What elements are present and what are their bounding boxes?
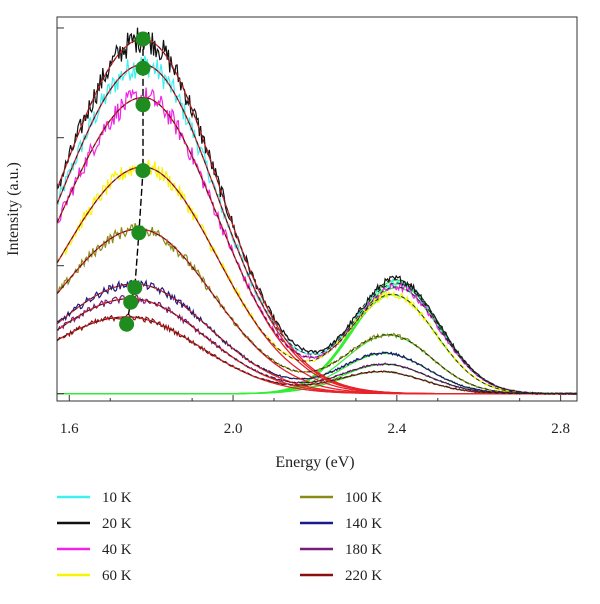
spectrum-6 [57,294,577,396]
total-fit-6 [57,298,577,395]
peak-marker-6 [123,294,139,310]
y-axis-ticks [57,27,64,395]
legend-label-5: 140 K [345,516,382,532]
peak-marker-0 [135,31,151,47]
x-axis-ticks: 1.6 2.0 2.4 2.8 [60,395,570,437]
total-fit-5 [57,283,577,395]
axes [56,16,578,402]
plot-frame [56,16,578,402]
peak-marker-2 [135,97,151,113]
low-energy-fit-2 [57,96,577,395]
total-fit-7 [57,316,577,395]
legend-label-4: 100 K [345,490,382,506]
spectrum-2 [57,87,577,396]
legend-label-7: 220 K [345,568,382,584]
legend-label-1: 20 K [102,516,132,532]
low-energy-fit-4 [57,228,577,395]
plot-area [57,27,577,396]
peak-marker-1 [135,60,151,76]
peak-marker-3 [135,163,151,179]
x-axis-title: Energy (eV) [275,454,354,471]
legend: 10 K 20 K 40 K 60 K 100 K 140 K 180 K 220 K [57,490,382,584]
peak-marker-5 [127,280,143,296]
legend-label-6: 180 K [345,542,382,558]
y-axis-title: Intensity (a.u.) [5,162,22,256]
x-tick-label-0: 1.6 [60,421,79,437]
legend-label-3: 60 K [102,568,132,584]
peak-marker-7 [119,316,135,332]
legend-label-2: 40 K [102,542,132,558]
total-fit-4 [57,228,577,395]
x-tick-label-2: 2.4 [387,421,406,437]
legend-label-0: 10 K [102,490,132,506]
spectrum-4 [57,222,577,396]
peak-marker-4 [131,225,147,241]
x-tick-label-3: 2.8 [551,421,570,437]
x-tick-label-1: 2.0 [224,421,243,437]
spectrum-1 [57,27,577,395]
total-fit-2 [57,97,577,395]
